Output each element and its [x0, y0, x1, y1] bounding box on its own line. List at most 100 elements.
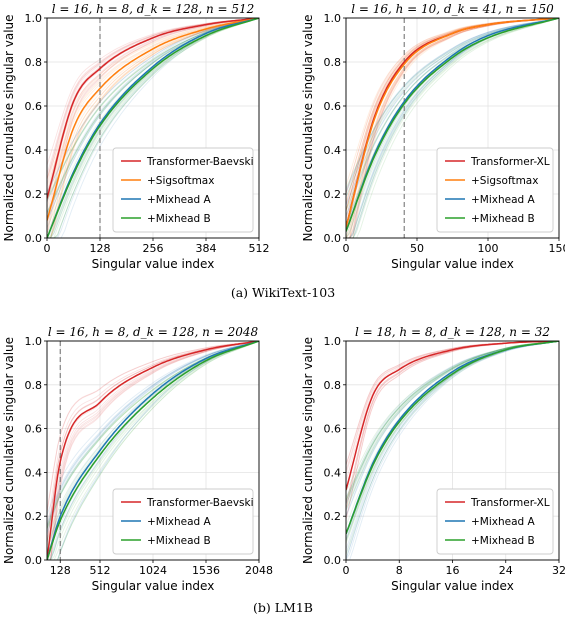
x-tick-label: 16	[446, 564, 460, 577]
y-tick-label: 0.4	[324, 144, 342, 157]
head-curve	[47, 341, 259, 513]
head-curve	[47, 18, 259, 238]
y-tick-label: 0.2	[324, 510, 342, 523]
x-axis-label: Singular value index	[391, 257, 514, 271]
y-axis-label: Normalized cumulative singular value	[2, 337, 16, 564]
legend-box	[436, 488, 554, 555]
head-curve	[47, 18, 259, 214]
y-tick-label: 0.8	[25, 379, 43, 392]
series-line-1	[47, 341, 259, 560]
head-curve	[47, 18, 259, 180]
head-curve	[47, 18, 259, 198]
head-curve	[47, 341, 259, 560]
y-tick-label: 0.6	[25, 423, 43, 436]
head-curve	[346, 18, 559, 238]
head-curve	[346, 18, 559, 194]
x-tick-label: 50	[410, 242, 424, 255]
legend: Transformer-Baevski +Mixhead A +Mixhead B	[112, 488, 254, 555]
head-curve	[47, 18, 259, 238]
plot-frame	[345, 17, 560, 239]
legend: Transformer-XL +Mixhead A +Mixhead B	[436, 488, 554, 555]
x-tick-label: 2048	[245, 564, 273, 577]
legend-label: Transformer-XL	[470, 156, 550, 168]
y-tick-label: 0.6	[324, 423, 342, 436]
y-tick-label: 0.4	[324, 466, 342, 479]
legend-label: +Sigsoftmax	[147, 175, 214, 187]
y-tick-label: 0.6	[25, 100, 43, 113]
x-tick-label: 128	[50, 564, 71, 577]
head-curve	[47, 341, 259, 515]
chart-title: l = 16, h = 8, d_k = 128, n = 2048	[48, 325, 259, 339]
y-axis-label: Normalized cumulative singular value	[301, 14, 315, 241]
y-tick-label: 0.0	[25, 554, 43, 567]
y-tick-label: 0.2	[25, 188, 43, 201]
x-tick-label: 100	[478, 242, 499, 255]
head-curve	[346, 341, 559, 560]
legend-box	[112, 147, 254, 233]
head-curve	[47, 341, 259, 529]
head-curve	[346, 341, 559, 498]
series-line-1	[346, 341, 559, 491]
head-curve	[346, 341, 559, 500]
y-tick-label: 0.0	[324, 232, 342, 245]
x-tick-label: 384	[196, 242, 217, 255]
head-curve	[346, 341, 559, 501]
head-curve	[346, 18, 559, 198]
series-line-1	[47, 18, 259, 199]
y-tick-label: 1.0	[25, 335, 43, 348]
series-line-3	[346, 18, 559, 232]
series-line-3	[47, 341, 259, 560]
caption-lm1b: (b) LM1B	[253, 600, 313, 615]
legend-box	[436, 147, 554, 233]
x-tick-label: 512	[90, 564, 111, 577]
series-line-2	[47, 341, 259, 560]
x-axis-label: Singular value index	[92, 257, 215, 271]
x-axis-label: Singular value index	[92, 579, 215, 593]
head-curve	[346, 341, 559, 560]
x-tick-label: 0	[44, 242, 51, 255]
series-line-3	[47, 18, 259, 238]
head-curve	[47, 18, 259, 238]
x-tick-label: 256	[143, 242, 164, 255]
head-curve	[346, 341, 559, 492]
legend-label: +Mixhead A	[147, 194, 212, 206]
legend-label: +Sigsoftmax	[471, 175, 538, 187]
x-tick-label: 0	[343, 242, 350, 255]
x-tick-label: 32	[552, 564, 565, 577]
head-curve	[47, 341, 259, 526]
head-curve	[346, 18, 559, 190]
series-lines	[346, 18, 559, 232]
y-tick-label: 0.2	[324, 188, 342, 201]
legend-label: Transformer-XL	[470, 497, 550, 509]
y-tick-label: 0.4	[25, 144, 43, 157]
y-tick-label: 0.8	[25, 56, 43, 69]
series-line-4	[47, 18, 259, 238]
x-tick-label: 1024	[139, 564, 167, 577]
y-tick-label: 1.0	[324, 335, 342, 348]
y-tick-label: 1.0	[324, 12, 342, 25]
y-tick-label: 0.0	[324, 554, 342, 567]
head-curve	[47, 18, 259, 238]
legend-label: Transformer-Baevski	[146, 156, 254, 168]
series-lines	[47, 18, 259, 238]
head-curve	[47, 341, 259, 533]
head-curve	[47, 341, 259, 560]
y-axis-label: Normalized cumulative singular value	[2, 14, 16, 241]
legend-box	[112, 488, 254, 555]
x-tick-label: 512	[249, 242, 270, 255]
legend: Transformer-Baevski +Sigsoftmax +Mixhead A…	[112, 147, 254, 233]
series-line-2	[47, 18, 259, 221]
head-curve	[47, 18, 259, 202]
head-curve	[47, 18, 259, 238]
y-axis-label: Normalized cumulative singular value	[301, 337, 315, 564]
series-line-4	[346, 18, 559, 232]
y-tick-label: 0.8	[324, 379, 342, 392]
x-axis-label: Singular value index	[391, 579, 514, 593]
head-curve	[47, 18, 259, 217]
head-curve	[47, 18, 259, 238]
legend-label: +Mixhead A	[471, 516, 536, 528]
caption-wikitext: (a) WikiText-103	[231, 285, 335, 300]
head-curve	[346, 18, 559, 238]
head-curve	[47, 18, 259, 238]
